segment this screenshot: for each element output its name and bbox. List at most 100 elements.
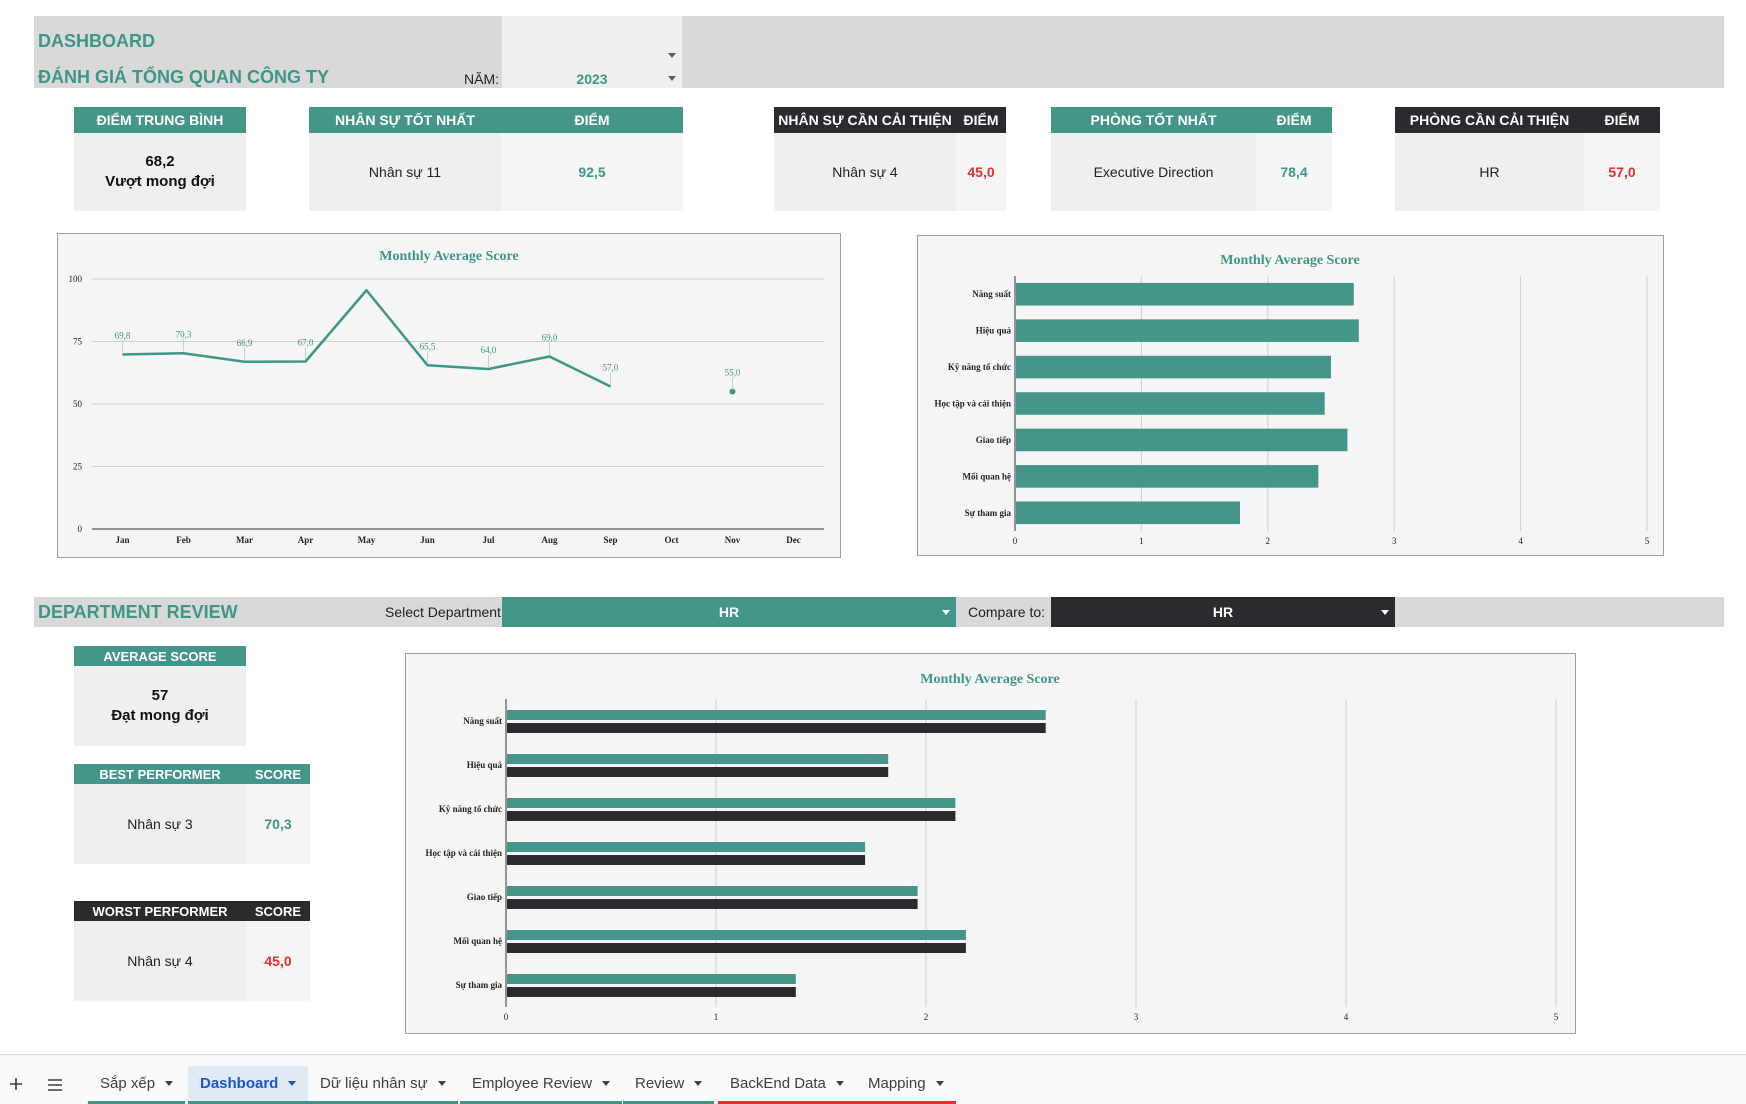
- year-value[interactable]: 2023: [576, 71, 608, 87]
- data-point: [729, 388, 736, 395]
- x-tick-label: Mar: [236, 535, 253, 545]
- sheet-tab-label: Dashboard: [200, 1075, 279, 1092]
- x-tick-label: 4: [1344, 1012, 1349, 1022]
- chevron-down-icon[interactable]: [1381, 610, 1389, 615]
- sheet-tab[interactable]: Mapping: [856, 1066, 956, 1104]
- best-dept-name: Executive Direction: [1051, 133, 1256, 211]
- sheet-tab-label: Mapping: [868, 1075, 926, 1092]
- y-category-label: Giao tiếp: [467, 892, 502, 902]
- y-category-label: Sự tham gia: [965, 508, 1012, 518]
- avg-score-value: 68,2: [145, 153, 175, 170]
- sheet-tab[interactable]: BackEnd Data: [718, 1066, 856, 1104]
- improve-staff-score-header: ĐIỂM: [956, 107, 1006, 133]
- worst-performer-score-header: SCORE: [246, 901, 310, 921]
- x-tick-label: 4: [1518, 536, 1523, 546]
- x-tick-label: Oct: [665, 535, 679, 545]
- bar: [507, 987, 796, 997]
- x-tick-label: 1: [1139, 536, 1144, 546]
- compare-to-value: HR: [1212, 604, 1234, 620]
- chevron-down-icon[interactable]: [668, 53, 676, 58]
- select-department-dropdown[interactable]: HR: [502, 597, 956, 627]
- department-review-title: DEPARTMENT REVIEW: [38, 602, 238, 622]
- improve-dept-score-header: ĐIỂM: [1584, 107, 1660, 133]
- y-category-label: Học tập và cải thiện: [935, 399, 1012, 409]
- dashboard-title: DASHBOARD: [38, 31, 155, 51]
- chevron-down-icon[interactable]: [935, 1081, 944, 1086]
- bar: [507, 767, 889, 777]
- bar-chart-svg: Monthly Average Score 0 1 2 3 4 5 Năng suất Hiệu…: [935, 253, 1650, 546]
- chevron-down-icon[interactable]: [602, 1081, 611, 1086]
- chevron-down-icon[interactable]: [835, 1081, 844, 1086]
- department-compare-chart[interactable]: Monthly Average Score 0 1 2 3 4 5 Năng suất Hiệu…: [405, 653, 1576, 1034]
- bar: [507, 855, 866, 865]
- x-tick-label: 2: [924, 1012, 929, 1022]
- y-tick-label: 0: [78, 524, 83, 534]
- y-category-label: Mối quan hệ: [453, 936, 502, 946]
- data-label: 65,5: [420, 341, 436, 351]
- y-tick-label: 50: [73, 399, 83, 409]
- chevron-down-icon[interactable]: [288, 1081, 297, 1086]
- y-tick-label: 25: [73, 462, 83, 472]
- y-category-label: Giao tiếp: [976, 435, 1011, 445]
- avg-score-card: 68,2 Vượt mong đợi: [74, 133, 246, 211]
- best-dept-header: PHÒNG TỐT NHẤT: [1051, 107, 1256, 133]
- dept-avg-score: 57: [151, 687, 169, 704]
- y-tick-label: 100: [69, 274, 83, 284]
- header-band: [34, 16, 502, 88]
- x-tick-label: Aug: [541, 535, 558, 545]
- sheet-tab[interactable]: Review: [623, 1066, 715, 1104]
- criteria-bar-chart[interactable]: Monthly Average Score 0 1 2 3 4 5 Năng suất Hiệu…: [917, 235, 1664, 556]
- sheet-tab[interactable]: Employee Review: [460, 1066, 623, 1104]
- y-category-label: Kỹ năng tổ chức: [948, 362, 1011, 372]
- dept-avg-header: AVERAGE SCORE: [74, 646, 246, 666]
- select-department-label: Select Department:: [385, 604, 505, 620]
- bar: [1016, 392, 1325, 415]
- y-tick-label: 75: [73, 337, 83, 347]
- x-tick-label: 0: [504, 1012, 509, 1022]
- best-staff-score: 92,5: [501, 133, 683, 211]
- x-tick-label: 5: [1554, 1012, 1559, 1022]
- data-label: 67,0: [298, 338, 314, 348]
- x-tick-label: Dec: [786, 535, 801, 545]
- data-label: 57,0: [603, 363, 619, 373]
- best-performer-name: Nhân sự 3: [74, 784, 246, 864]
- worst-performer-score: 45,0: [246, 921, 310, 1001]
- x-tick-label: Jul: [482, 535, 495, 545]
- chevron-down-icon[interactable]: [694, 1081, 703, 1086]
- chevron-down-icon[interactable]: [165, 1081, 174, 1086]
- y-category-label: Mối quan hệ: [962, 471, 1011, 481]
- sheet-tab[interactable]: Dữ liệu nhân sự: [308, 1066, 458, 1104]
- year-dropdown-icon[interactable]: [668, 76, 676, 81]
- x-tick-label: 0: [1013, 536, 1018, 546]
- x-tick-label: 3: [1392, 536, 1397, 546]
- best-staff-header: NHÂN SỰ TỐT NHẤT: [309, 107, 501, 133]
- bar: [507, 899, 918, 909]
- bar: [507, 798, 956, 808]
- y-category-label: Hiệu quả: [467, 760, 503, 770]
- bar: [507, 842, 866, 852]
- compare-to-dropdown[interactable]: HR: [1051, 597, 1395, 627]
- bar: [1016, 428, 1348, 452]
- best-dept-score: 78,4: [1256, 133, 1332, 211]
- chevron-down-icon[interactable]: [942, 610, 950, 615]
- select-department-value: HR: [718, 604, 740, 620]
- sheet-tab-label: Sắp xếp: [100, 1075, 156, 1092]
- plus-icon[interactable]: [8, 1076, 24, 1092]
- chevron-down-icon[interactable]: [437, 1081, 446, 1086]
- chart-title: Monthly Average Score: [379, 249, 518, 264]
- year-cell[interactable]: [502, 16, 682, 88]
- bar: [1016, 355, 1331, 379]
- bar: [507, 811, 956, 821]
- sheet-tab[interactable]: Dashboard: [188, 1066, 309, 1104]
- improve-dept-name: HR: [1395, 133, 1584, 211]
- data-label: 55,0: [725, 368, 741, 378]
- menu-icon[interactable]: [47, 1078, 63, 1092]
- data-label: 69,8: [115, 331, 131, 341]
- sheet-tab[interactable]: Sắp xếp: [88, 1066, 186, 1104]
- line-chart-svg: Monthly Average Score 0 25 50 75 100 Jan Feb Mar…: [69, 249, 824, 545]
- compare-chart-svg: Monthly Average Score 0 1 2 3 4 5 Năng suất Hiệu…: [426, 672, 1559, 1022]
- x-tick-label: 2: [1266, 536, 1271, 546]
- x-tick-label: 1: [714, 1012, 719, 1022]
- x-tick-label: Jun: [420, 535, 435, 545]
- monthly-line-chart[interactable]: Monthly Average Score 0 25 50 75 100 Jan Feb Mar…: [57, 233, 841, 558]
